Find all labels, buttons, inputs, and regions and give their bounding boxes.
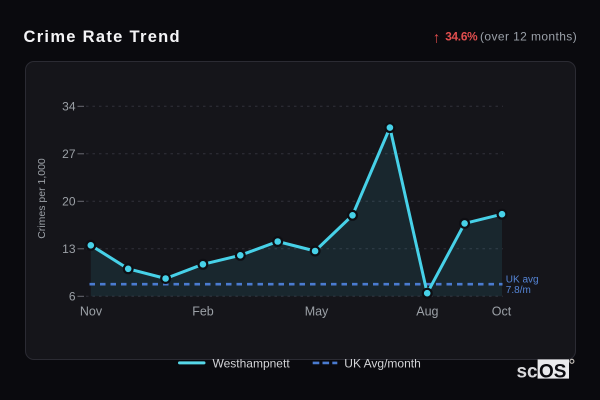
svg-text:UK avg: UK avg	[506, 274, 539, 285]
svg-text:13: 13	[62, 242, 76, 256]
svg-text:34.6%: 34.6%	[445, 30, 478, 44]
svg-text:Feb: Feb	[192, 305, 214, 319]
svg-text:(over 12 months): (over 12 months)	[480, 30, 577, 44]
svg-text:Crime Rate Trend: Crime Rate Trend	[24, 28, 181, 46]
svg-text:May: May	[305, 305, 329, 319]
svg-text:34: 34	[62, 100, 76, 114]
svg-text:20: 20	[62, 195, 76, 209]
svg-text:Crimes per 1,000: Crimes per 1,000	[36, 158, 48, 239]
svg-text:Nov: Nov	[80, 305, 103, 319]
svg-text:Aug: Aug	[416, 305, 438, 319]
svg-text:↑: ↑	[433, 29, 441, 46]
svg-text:27: 27	[62, 147, 76, 161]
svg-text:sc: sc	[516, 361, 538, 382]
svg-text:Oct: Oct	[492, 305, 512, 319]
svg-text:7.8/m: 7.8/m	[506, 285, 531, 296]
svg-text:OS: OS	[539, 361, 566, 382]
svg-text:Westhampnett: Westhampnett	[213, 356, 291, 370]
svg-text:UK Avg/month: UK Avg/month	[344, 356, 421, 370]
svg-text:6: 6	[69, 290, 76, 304]
